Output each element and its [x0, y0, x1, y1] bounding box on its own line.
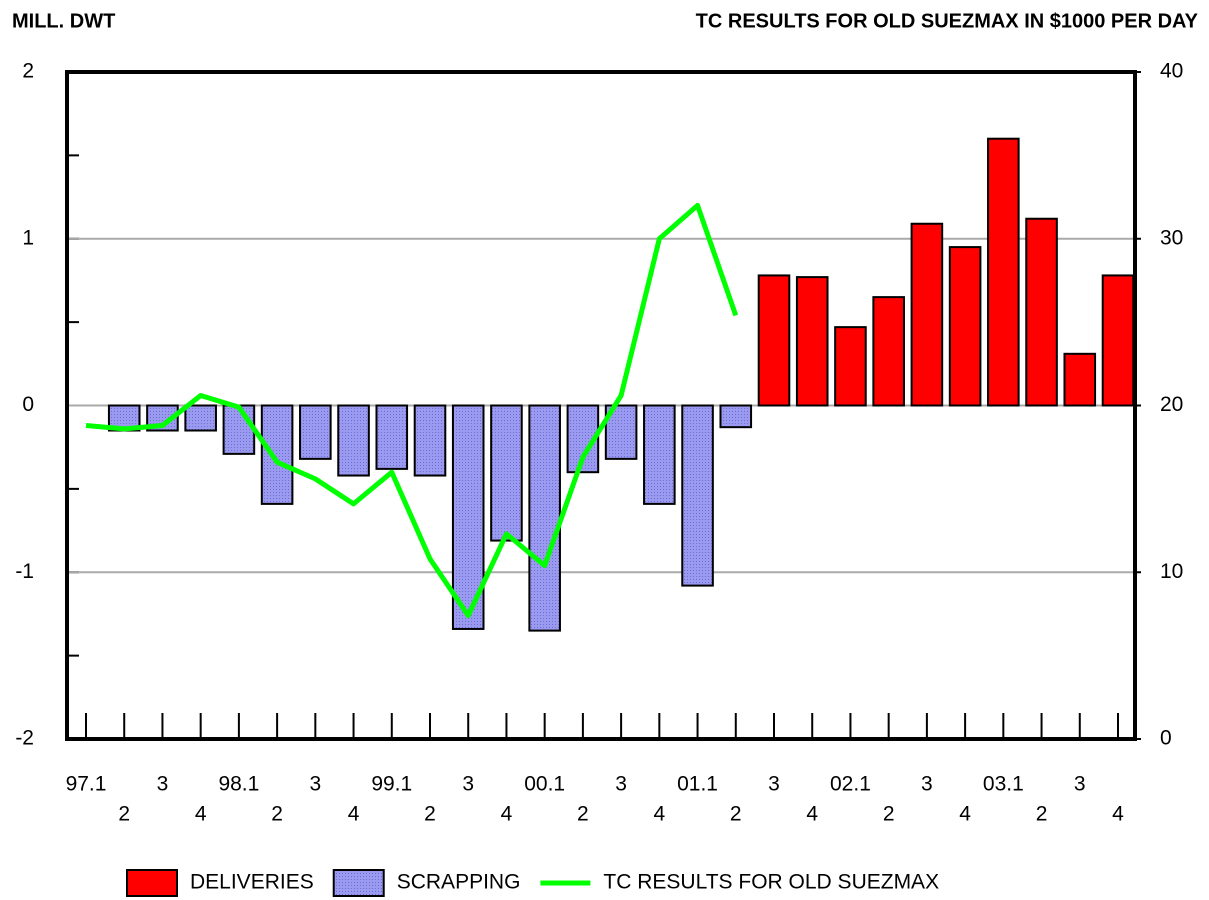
bar: [184, 404, 217, 432]
y2-tick-label: 40: [1160, 60, 1183, 83]
x-tick-label: 3: [309, 773, 321, 796]
plot-frame: [65, 70, 1137, 741]
bar: [834, 326, 867, 407]
x-tick-label: 4: [959, 803, 971, 826]
legend-swatch: [126, 869, 178, 897]
x-tick-label: 01.1: [677, 773, 718, 796]
y2-tick-label: 20: [1160, 393, 1183, 416]
x-tick-label: 99.1: [371, 773, 412, 796]
x-tick-label: 3: [921, 773, 933, 796]
bar: [222, 404, 256, 455]
x-tick-label: 4: [653, 803, 665, 826]
bar: [643, 404, 676, 505]
y-tick-label: -1: [15, 560, 34, 583]
x-tick-label: 3: [462, 773, 474, 796]
bar: [299, 404, 332, 460]
bar: [604, 404, 638, 460]
bar: [795, 276, 829, 407]
x-tick-label: 2: [883, 803, 895, 826]
y2-tick-label: 10: [1160, 560, 1183, 583]
x-tick-label: 3: [615, 773, 627, 796]
x-tick-label: 2: [1036, 803, 1048, 826]
legend-swatch: [332, 869, 385, 897]
x-tick-label: 3: [157, 773, 169, 796]
x-tick-label: 4: [501, 803, 513, 826]
x-tick-label: 2: [424, 803, 436, 826]
x-tick-label: 3: [768, 773, 780, 796]
bar: [260, 404, 294, 505]
x-tick-label: 03.1: [983, 773, 1024, 796]
x-tick-label: 2: [730, 803, 742, 826]
x-tick-label: 4: [195, 803, 207, 826]
bar: [681, 404, 714, 587]
bar: [337, 404, 370, 477]
bar: [872, 296, 905, 407]
left-axis-title: MILL. DWT: [12, 10, 115, 32]
bar: [528, 404, 561, 632]
bar: [1101, 274, 1135, 407]
x-tick-label: 98.1: [218, 773, 259, 796]
y-tick-label: 1: [22, 226, 34, 249]
y2-tick-label: 0: [1160, 727, 1172, 750]
bar: [757, 274, 791, 407]
bar: [948, 246, 982, 407]
x-tick-label: 97.1: [66, 773, 107, 796]
x-tick-label: 4: [806, 803, 818, 826]
bar: [1025, 217, 1058, 407]
bar: [987, 137, 1020, 407]
right-axis-title: TC RESULTS FOR OLD SUEZMAX IN $1000 PER …: [696, 10, 1199, 32]
x-tick-label: 4: [1112, 803, 1124, 826]
y2-tick-label: 30: [1160, 226, 1183, 249]
bar: [719, 404, 753, 429]
legend-label: SCRAPPING: [397, 871, 521, 894]
x-tick-label: 2: [118, 803, 130, 826]
y-tick-label: 0: [22, 393, 34, 416]
bar: [1063, 352, 1097, 407]
y-tick-label: 2: [22, 60, 34, 83]
bar: [490, 404, 523, 542]
legend-label: TC RESULTS FOR OLD SUEZMAX: [603, 871, 939, 894]
line: [85, 202, 739, 619]
legend-label: DELIVERIES: [190, 871, 314, 894]
x-tick-label: 2: [271, 803, 283, 826]
bar: [910, 222, 944, 407]
x-tick-label: 02.1: [830, 773, 871, 796]
x-tick-label: 3: [1074, 773, 1086, 796]
x-tick-label: 2: [577, 803, 589, 826]
bar: [413, 404, 447, 477]
x-tick-label: 4: [348, 803, 360, 826]
bar: [375, 404, 409, 470]
y-tick-label: -2: [15, 727, 34, 750]
x-tick-label: 00.1: [524, 773, 565, 796]
